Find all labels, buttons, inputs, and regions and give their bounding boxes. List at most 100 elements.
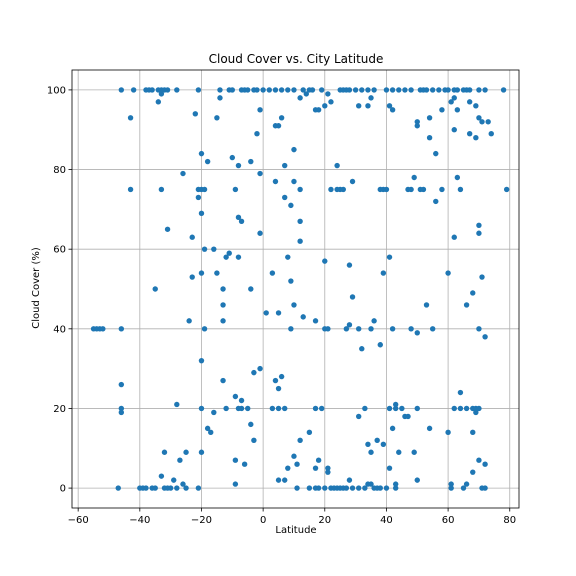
data-point [272, 178, 279, 185]
data-point [238, 397, 245, 404]
data-point [346, 477, 353, 483]
data-point [214, 115, 220, 121]
data-point [328, 186, 334, 193]
data-point [463, 302, 470, 308]
data-point [254, 87, 260, 93]
data-point [408, 87, 414, 93]
data-point [466, 87, 473, 93]
data-point [285, 465, 291, 471]
data-point [232, 481, 239, 487]
data-point [343, 326, 350, 332]
data-point [223, 405, 229, 412]
data-point [297, 238, 303, 244]
data-point [217, 87, 223, 93]
data-point [115, 485, 121, 491]
data-point [204, 158, 211, 165]
data-point [389, 326, 396, 332]
data-point [439, 107, 445, 113]
data-point [396, 449, 402, 455]
data-point [380, 270, 387, 276]
data-point [355, 326, 362, 332]
data-point [448, 485, 454, 491]
data-point [220, 377, 226, 384]
data-point [426, 134, 433, 141]
data-point [248, 158, 254, 165]
data-point [482, 87, 488, 93]
data-point [174, 401, 180, 408]
data-point [463, 481, 470, 487]
data-point [377, 485, 383, 491]
data-point [303, 91, 309, 97]
data-point [371, 318, 377, 324]
data-point [457, 389, 464, 396]
data-point [368, 95, 374, 101]
data-point [451, 127, 457, 133]
data-point [198, 405, 205, 412]
data-point [201, 186, 208, 193]
data-point [433, 150, 439, 157]
data-point [245, 87, 251, 93]
x-tick-label: −60 [68, 515, 89, 526]
x-tick-label: 80 [503, 515, 516, 526]
data-point [238, 218, 245, 225]
data-point [445, 429, 451, 436]
data-point [192, 111, 199, 117]
y-tick-label: 60 [53, 245, 66, 256]
data-point [451, 95, 457, 101]
data-point [445, 270, 451, 276]
data-point [411, 174, 417, 181]
data-point [355, 485, 362, 491]
data-point [183, 449, 189, 455]
data-point [349, 178, 356, 185]
data-point [362, 485, 368, 491]
data-point [451, 234, 457, 240]
data-point [454, 107, 461, 113]
data-point [482, 334, 488, 340]
data-point [457, 405, 464, 412]
data-point [365, 87, 371, 93]
data-point [322, 103, 328, 109]
data-point [377, 342, 383, 348]
data-point [130, 87, 137, 93]
data-point [429, 326, 436, 332]
data-point [454, 174, 461, 181]
data-point [143, 485, 149, 491]
data-point [383, 186, 390, 193]
data-point [405, 413, 411, 420]
data-point [275, 405, 282, 412]
data-point [346, 262, 353, 268]
data-point [380, 441, 387, 447]
x-tick-label: −40 [129, 515, 150, 526]
data-point [291, 302, 297, 308]
data-point [325, 91, 331, 97]
data-point [368, 326, 374, 332]
data-point [149, 87, 155, 93]
data-point [189, 234, 195, 240]
data-point [312, 465, 319, 471]
data-point [195, 485, 202, 491]
data-point [309, 87, 316, 93]
data-point [118, 381, 125, 388]
y-tick-label: 20 [53, 404, 66, 415]
data-point [220, 286, 226, 292]
data-point [355, 413, 362, 420]
data-point [294, 485, 300, 491]
data-point [180, 170, 186, 177]
data-point [297, 218, 303, 225]
data-point [226, 250, 232, 256]
data-point [368, 481, 374, 487]
data-point [319, 405, 325, 412]
data-point [198, 357, 205, 364]
data-point [127, 186, 134, 193]
data-point [211, 246, 217, 252]
data-point [429, 87, 436, 93]
data-point [436, 87, 442, 93]
data-point [312, 318, 319, 324]
data-point [476, 87, 482, 93]
data-point [433, 198, 439, 205]
data-point [118, 326, 125, 332]
data-point [479, 274, 485, 280]
x-axis-label: Latitude [275, 525, 316, 536]
data-point [352, 87, 359, 93]
data-point [275, 477, 282, 483]
